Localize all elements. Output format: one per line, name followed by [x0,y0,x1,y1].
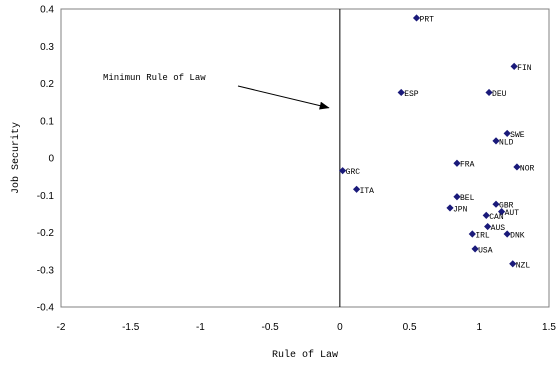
data-point-label: FRA [460,161,475,170]
x-tick-label: 1.5 [542,322,556,333]
data-point-label: DEU [492,90,507,99]
data-point-label: ESP [404,90,419,99]
data-point-label: IRL [475,231,490,240]
y-tick-label: -0.2 [37,228,55,239]
y-axis-title: Job Security [10,122,22,194]
x-tick-label: -1.5 [122,322,140,333]
y-tick-label: 0.3 [40,42,54,53]
y-tick-label: -0.1 [37,191,55,202]
y-tick-label: 0.2 [40,79,54,90]
data-point-marker [352,185,361,193]
data-point-marker [510,62,518,70]
data-point-label: SWE [510,131,525,140]
data-point-label: GRC [346,168,361,177]
data-point-marker [492,137,500,145]
data-point-marker [453,193,461,201]
x-tick-label: 0 [337,322,343,333]
data-point-marker [339,167,347,175]
data-point-label: JPN [453,205,468,214]
data-point-marker [446,204,454,212]
data-point-label: BEL [460,194,475,203]
y-tick-label: 0 [48,154,54,165]
data-point-label: GBR [499,202,514,211]
x-tick-label: -0.5 [262,322,280,333]
annotation-arrow [237,85,330,110]
data-point-marker [471,245,479,253]
data-point-label: FIN [517,64,532,73]
data-point-label: NLD [499,138,514,147]
data-point-marker [509,260,517,268]
data-point-label: CAN [489,213,504,222]
data-point-marker [484,222,492,231]
y-tick-labels: 0.4 0.3 0.2 0.1 0 -0.1 -0.2 -0.3 -0.4 [37,5,55,314]
y-tick-label: 0.4 [40,5,54,16]
data-point-marker [397,88,405,97]
x-tick-label: 0.5 [403,322,417,333]
data-point-label: USA [478,246,493,255]
data-point-marker [492,200,500,208]
data-point-label: PRT [420,15,435,24]
data-point-label: DNK [510,231,525,240]
y-tick-label: 0.1 [40,116,54,127]
data-point-marker [468,230,476,238]
x-tick-label: -1 [196,322,205,333]
data-point-marker [412,14,421,22]
data-point-marker [497,208,506,216]
annotation-text: Minimun Rule of Law [103,73,206,83]
data-point-marker [503,129,511,138]
data-point-label: NOR [520,164,535,173]
x-tick-label: 1 [477,322,483,333]
data-point-label: AUT [505,209,520,218]
x-tick-labels: -2 -1.5 -1 -0.5 0 0.5 1 1.5 [57,322,557,333]
x-tick-label: -2 [57,322,66,333]
data-point-label: NZL [516,261,531,270]
plot-area [60,8,550,308]
data-point-label: ITA [360,187,375,196]
y-tick-label: -0.4 [37,303,55,314]
data-point-marker [513,163,521,171]
y-tick-label: -0.3 [37,265,55,276]
x-axis-title: Rule of Law [272,349,338,361]
data-point-marker [485,88,493,97]
data-point-marker [503,230,511,238]
data-point-marker [453,159,461,167]
data-point-label: AUS [491,224,506,233]
data-point-marker [482,211,490,219]
